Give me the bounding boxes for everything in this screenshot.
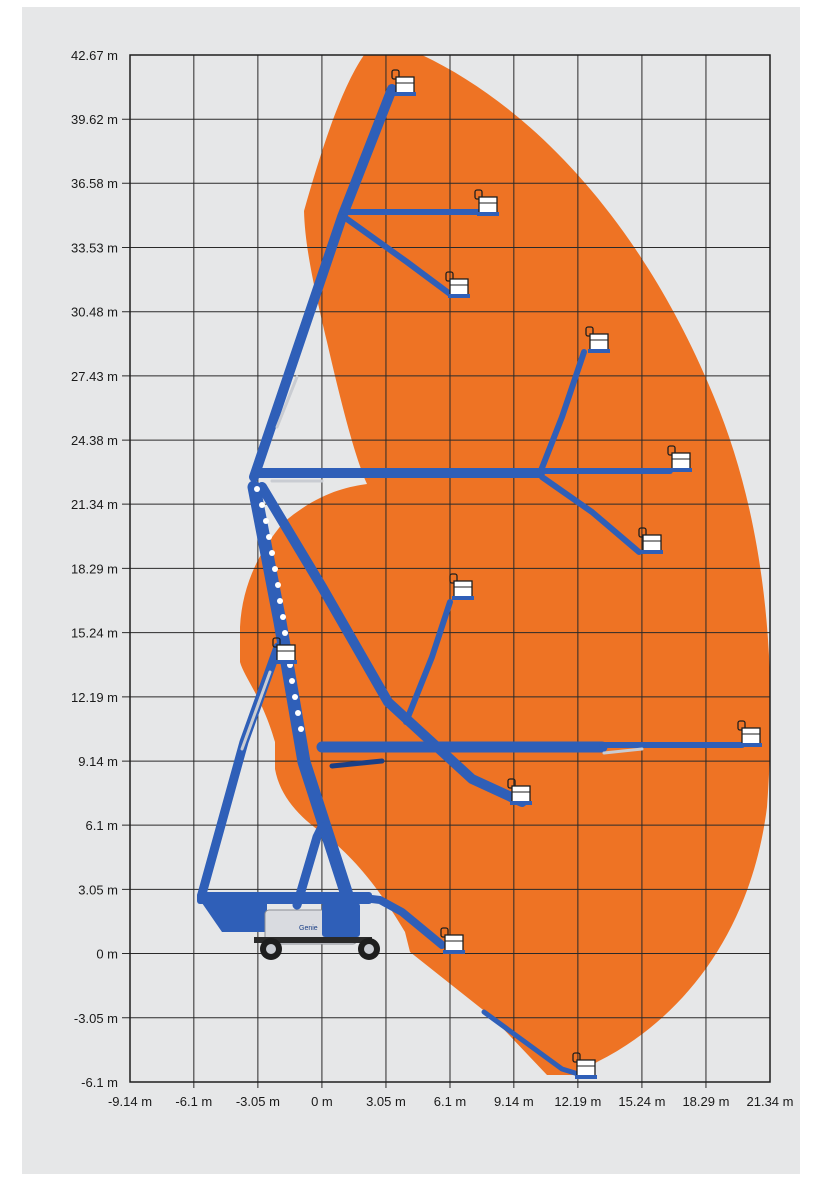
platform-basket: [474, 189, 499, 216]
platform-basket: [445, 271, 470, 298]
y-tick-label: 33.53 m: [71, 240, 118, 255]
boom-hole: [266, 534, 272, 540]
y-axis-tick-labels: 42.67 m 39.62 m 36.58 m 33.53 m 30.48 m 27.43…: [71, 48, 118, 1090]
y-tick-label: 21.34 m: [71, 497, 118, 512]
boom-hole: [298, 726, 304, 732]
platform-basket: [585, 326, 610, 353]
grid-lines: [122, 55, 770, 1088]
y-tick-label: 24.38 m: [71, 433, 118, 448]
platform-basket: [507, 778, 532, 805]
machine-chassis: Genie: [197, 892, 380, 960]
platform-basket: [737, 720, 762, 747]
x-tick-label: 15.24 m: [618, 1094, 665, 1109]
y-tick-label: 12.19 m: [71, 690, 118, 705]
x-tick-label: -6.1 m: [175, 1094, 212, 1109]
platform-baskets: [272, 69, 762, 1079]
y-tick-label: 18.29 m: [71, 561, 118, 576]
platform-basket: [272, 637, 297, 664]
boom-hole: [269, 550, 275, 556]
x-axis-tick-labels: -9.14 m -6.1 m -3.05 m 0 m 3.05 m 6.1 m 9.14 m…: [108, 1094, 794, 1109]
boom-hole: [263, 518, 269, 524]
platform-basket: [440, 927, 465, 954]
boom-hole: [282, 630, 288, 636]
x-tick-label: 3.05 m: [366, 1094, 406, 1109]
y-tick-label: 15.24 m: [71, 626, 118, 641]
boom-lightening-holes: [254, 486, 304, 732]
y-tick-label: 9.14 m: [78, 754, 118, 769]
x-tick-label: 21.34 m: [747, 1094, 794, 1109]
x-tick-label: -9.14 m: [108, 1094, 152, 1109]
platform-basket: [572, 1052, 597, 1079]
x-tick-label: 12.19 m: [554, 1094, 601, 1109]
boom-hole: [280, 614, 286, 620]
y-tick-label: 42.67 m: [71, 48, 118, 63]
y-tick-label: -6.1 m: [81, 1075, 118, 1090]
working-envelope-diagram: 42.67 m 39.62 m 36.58 m 33.53 m 30.48 m 27.43…: [71, 48, 794, 1109]
platform-basket: [449, 573, 474, 600]
boom-hole: [277, 598, 283, 604]
boom-configurations: [197, 84, 745, 1076]
y-tick-label: 30.48 m: [71, 305, 118, 320]
working-envelope-area: [240, 55, 771, 1075]
x-tick-label: 0 m: [311, 1094, 333, 1109]
y-tick-label: 27.43 m: [71, 369, 118, 384]
machine-brand-logo: Genie: [299, 925, 318, 932]
plot-frame: [129, 54, 771, 1083]
x-tick-label: -3.05 m: [236, 1094, 280, 1109]
boom-hole: [289, 678, 295, 684]
boom-hole: [259, 502, 265, 508]
boom-hole: [292, 694, 298, 700]
y-tick-label: -3.05 m: [74, 1011, 118, 1026]
x-tick-label: 18.29 m: [682, 1094, 729, 1109]
y-tick-label: 39.62 m: [71, 112, 118, 127]
y-tick-label: 0 m: [96, 947, 118, 962]
y-tick-label: 3.05 m: [78, 882, 118, 897]
boom-hole: [254, 486, 260, 492]
boom-hole: [275, 582, 281, 588]
boom-hole: [295, 710, 301, 716]
platform-basket: [667, 445, 692, 472]
diagram-panel: 42.67 m 39.62 m 36.58 m 33.53 m 30.48 m 27.43…: [22, 7, 800, 1174]
x-tick-label: 6.1 m: [434, 1094, 467, 1109]
platform-basket: [638, 527, 663, 554]
platform-basket: [391, 69, 416, 96]
y-tick-label: 6.1 m: [85, 818, 118, 833]
y-tick-label: 36.58 m: [71, 176, 118, 191]
x-tick-label: 9.14 m: [494, 1094, 534, 1109]
boom-hole: [272, 566, 278, 572]
